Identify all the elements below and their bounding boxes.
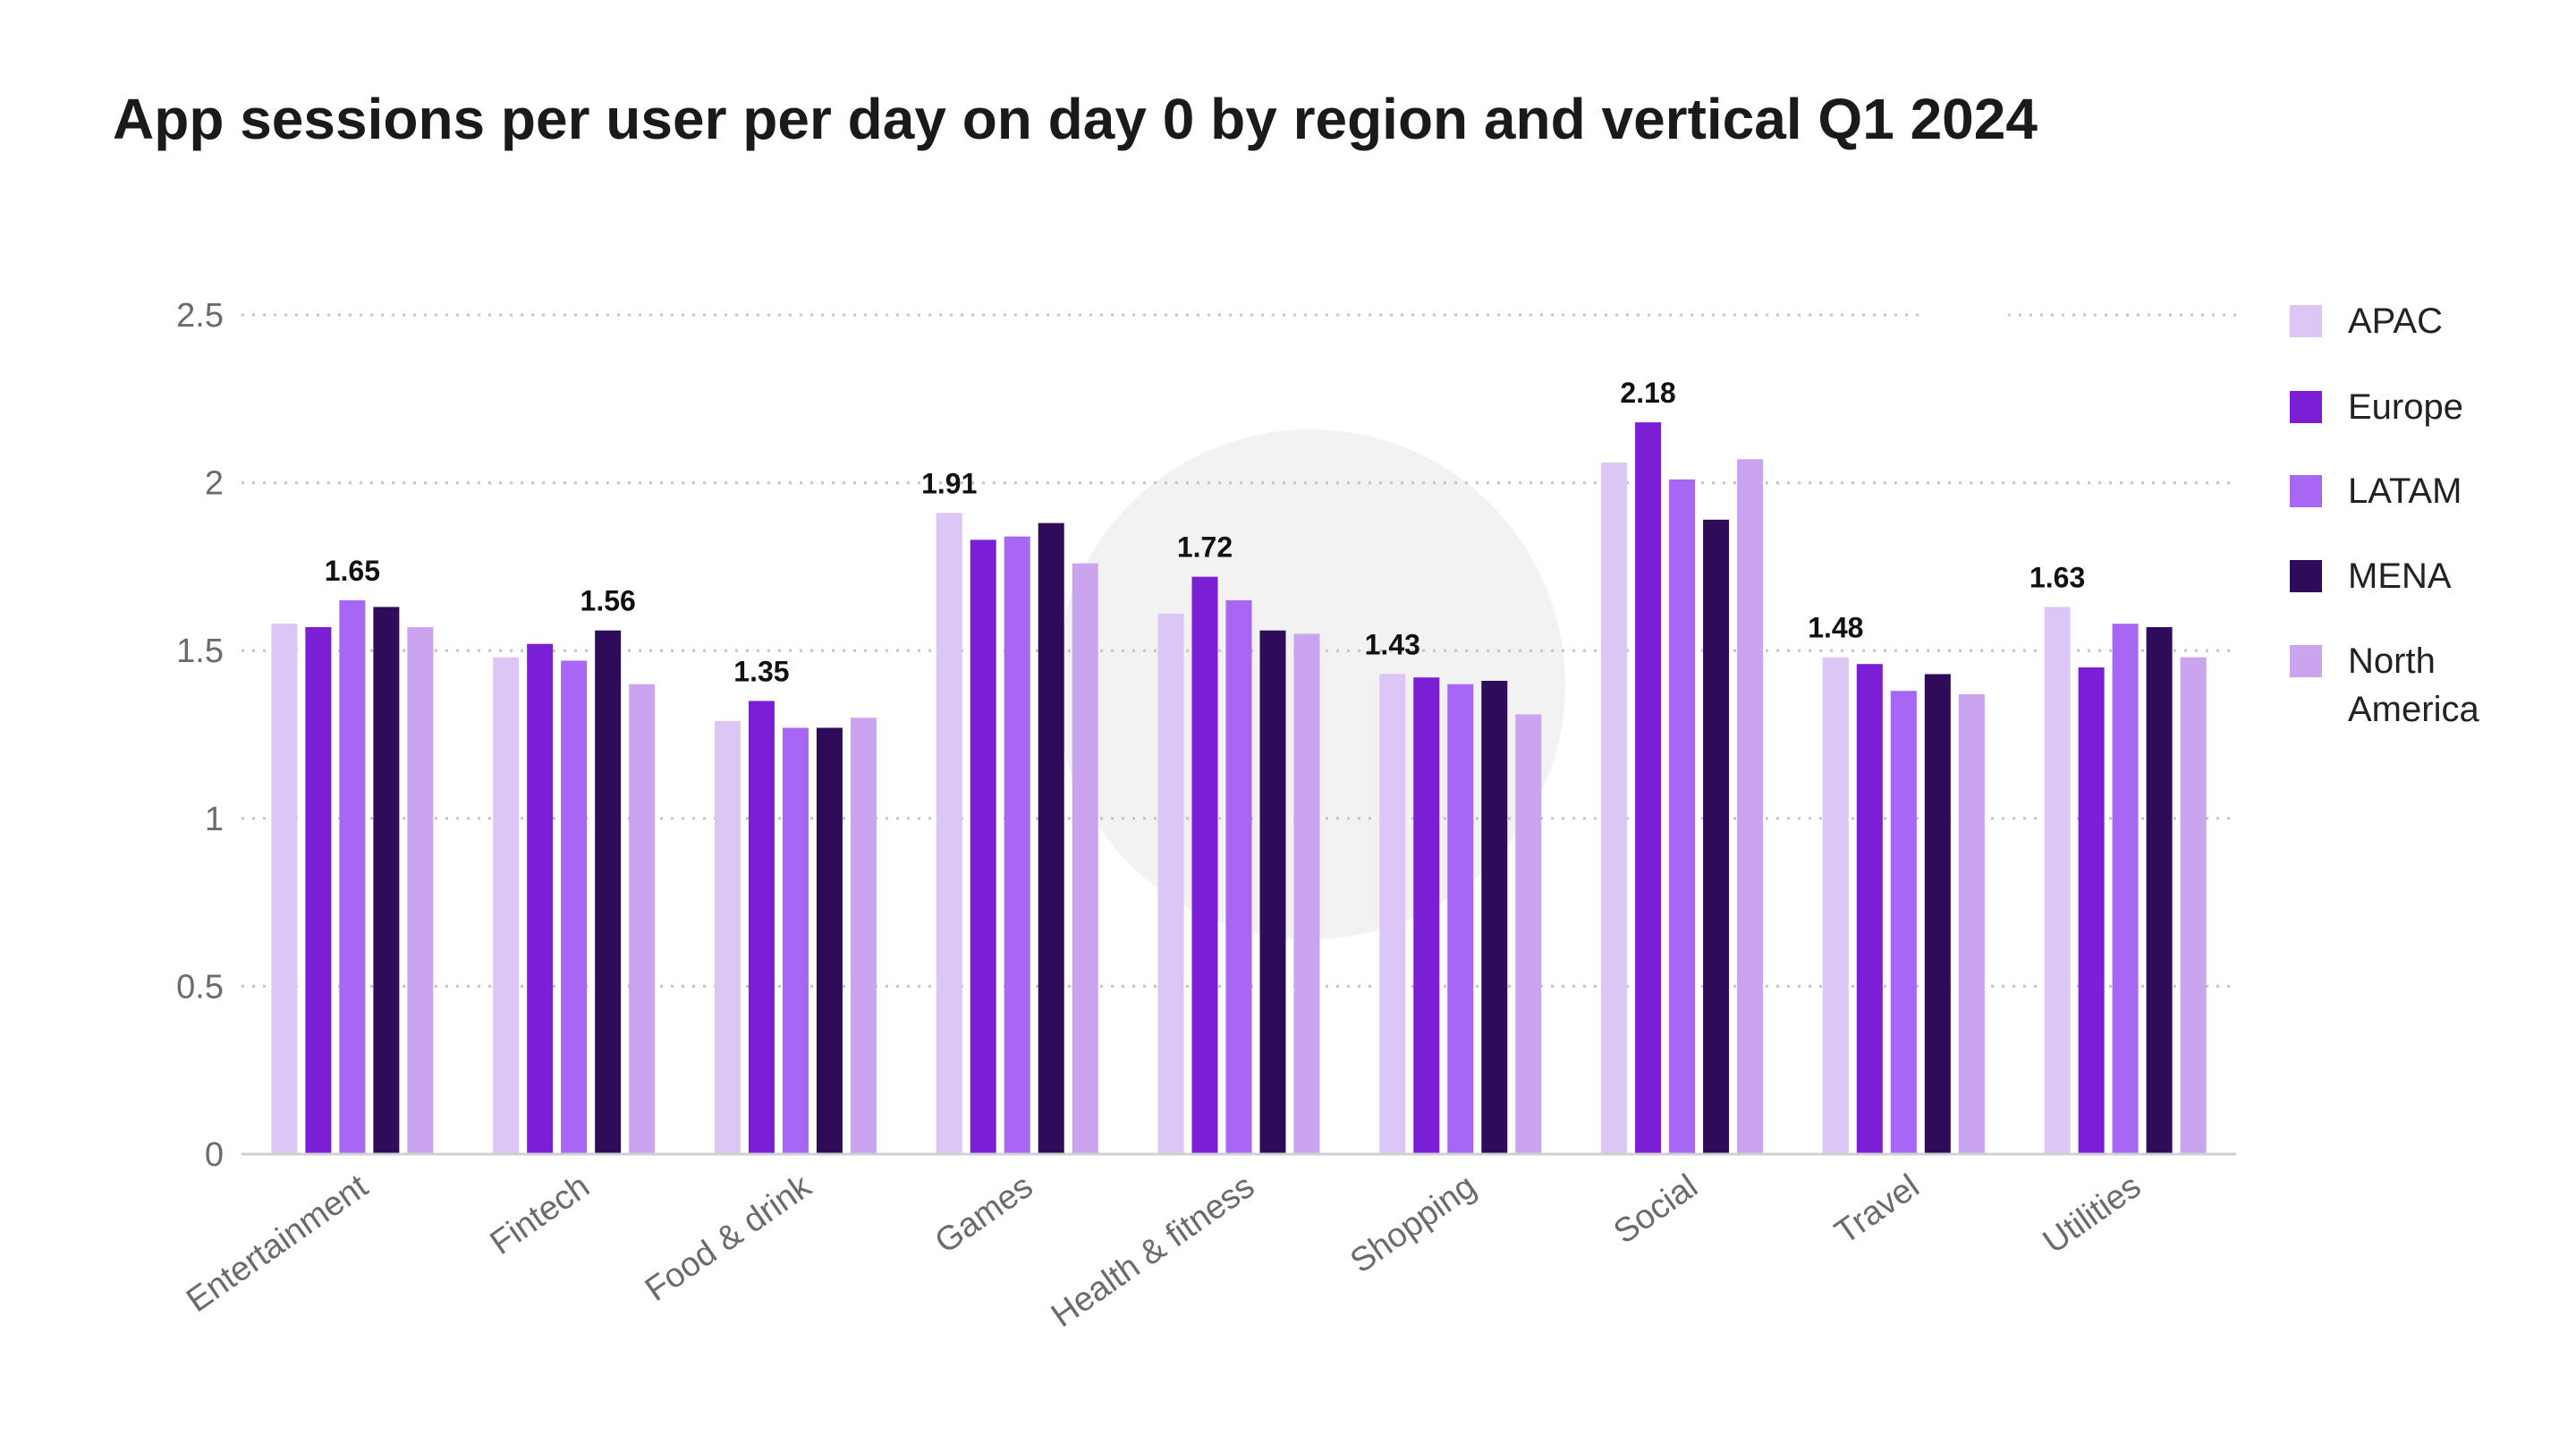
legend-swatch bbox=[2290, 560, 2322, 592]
bar bbox=[2146, 626, 2173, 1154]
legend-label: LATAM bbox=[2348, 471, 2462, 511]
bar bbox=[1072, 563, 1098, 1154]
data-label: 1.63 bbox=[2029, 561, 2085, 593]
bar bbox=[339, 599, 366, 1154]
y-tick-label: 0.5 bbox=[176, 968, 224, 1006]
bar bbox=[493, 657, 520, 1154]
bar bbox=[1958, 693, 1985, 1154]
bar bbox=[1890, 691, 1917, 1154]
y-tick-label: 0 bbox=[205, 1136, 224, 1174]
bar bbox=[1703, 519, 1730, 1154]
bar bbox=[1293, 633, 1320, 1154]
legend-label: APAC bbox=[2348, 302, 2443, 341]
legend-label: America bbox=[2348, 690, 2479, 729]
data-label: 1.56 bbox=[580, 585, 636, 617]
data-label: 1.48 bbox=[1808, 612, 1863, 644]
legend-label: North bbox=[2348, 641, 2436, 681]
bar bbox=[271, 624, 298, 1154]
bar bbox=[629, 684, 656, 1154]
data-label: 1.91 bbox=[921, 467, 977, 499]
data-label: 1.65 bbox=[325, 555, 380, 587]
bar bbox=[595, 630, 622, 1154]
bar bbox=[782, 727, 809, 1154]
bar bbox=[970, 539, 996, 1154]
bar bbox=[1515, 714, 1542, 1154]
legend-label: MENA bbox=[2348, 556, 2452, 596]
y-tick-label: 2.5 bbox=[176, 297, 224, 335]
bar bbox=[1225, 599, 1252, 1154]
bar bbox=[373, 607, 400, 1154]
chart-title: App sessions per user per day on day 0 b… bbox=[113, 87, 2038, 151]
y-tick-label: 1.5 bbox=[176, 633, 224, 670]
bar bbox=[1856, 664, 1883, 1154]
bar bbox=[748, 701, 775, 1154]
legend-swatch bbox=[2290, 305, 2322, 337]
bar bbox=[1259, 630, 1286, 1154]
x-tick-label: Travel bbox=[1828, 1168, 1926, 1252]
bar bbox=[1737, 459, 1764, 1154]
legend: APAC Europe LATAM MENA North America bbox=[2290, 302, 2479, 729]
data-label: 2.18 bbox=[1620, 377, 1675, 409]
bar bbox=[1038, 522, 1064, 1154]
bar bbox=[850, 718, 877, 1154]
bar bbox=[1822, 657, 1849, 1154]
bar bbox=[1447, 684, 1474, 1154]
legend-swatch bbox=[2290, 475, 2322, 507]
bar bbox=[2112, 624, 2139, 1154]
bar bbox=[305, 626, 332, 1154]
x-tick-label: Utilities bbox=[2037, 1168, 2148, 1261]
bar bbox=[1413, 677, 1440, 1154]
x-tick-label: Health & fitness bbox=[1045, 1168, 1261, 1335]
data-label: 1.35 bbox=[733, 655, 789, 687]
bar bbox=[1669, 479, 1696, 1154]
y-tick-label: 2 bbox=[205, 465, 224, 503]
x-tick-label: Shopping bbox=[1343, 1168, 1483, 1281]
bars bbox=[271, 422, 2207, 1155]
data-label: 1.72 bbox=[1177, 531, 1233, 564]
x-tick-label: Fintech bbox=[484, 1168, 597, 1262]
bar bbox=[527, 643, 554, 1154]
gridlines bbox=[242, 313, 2236, 988]
bar bbox=[2078, 667, 2105, 1154]
bar bbox=[1157, 613, 1184, 1154]
y-axis: 0 0.5 1 1.5 2 2.5 bbox=[176, 297, 224, 1174]
bar bbox=[1191, 576, 1218, 1154]
x-tick-label: Social bbox=[1607, 1168, 1705, 1252]
bar bbox=[2044, 607, 2071, 1154]
bar bbox=[561, 660, 588, 1154]
y-tick-label: 1 bbox=[205, 801, 224, 838]
x-axis: Entertainment Fintech Food & drink Games Hea… bbox=[180, 1152, 2236, 1335]
x-tick-label: Entertainment bbox=[180, 1168, 375, 1320]
x-tick-label: Food & drink bbox=[639, 1167, 818, 1309]
bar bbox=[1635, 422, 1662, 1155]
bar bbox=[2180, 657, 2207, 1154]
legend-swatch bbox=[2290, 645, 2322, 677]
legend-swatch bbox=[2290, 391, 2322, 423]
bar bbox=[1924, 674, 1951, 1154]
bar bbox=[1601, 463, 1628, 1154]
bar bbox=[714, 720, 741, 1154]
x-tick-label: Games bbox=[928, 1168, 1039, 1261]
legend-label: Europe bbox=[2348, 387, 2463, 427]
data-label: 1.43 bbox=[1365, 628, 1420, 660]
data-labels: 1.65 1.56 1.35 1.91 1.72 1.43 2.18 1.48 1.63 bbox=[325, 377, 2086, 687]
bar bbox=[407, 626, 434, 1154]
bar bbox=[1481, 680, 1508, 1154]
bar bbox=[1004, 536, 1030, 1154]
bar bbox=[936, 513, 962, 1154]
bar bbox=[816, 727, 843, 1154]
bar bbox=[1379, 674, 1406, 1154]
